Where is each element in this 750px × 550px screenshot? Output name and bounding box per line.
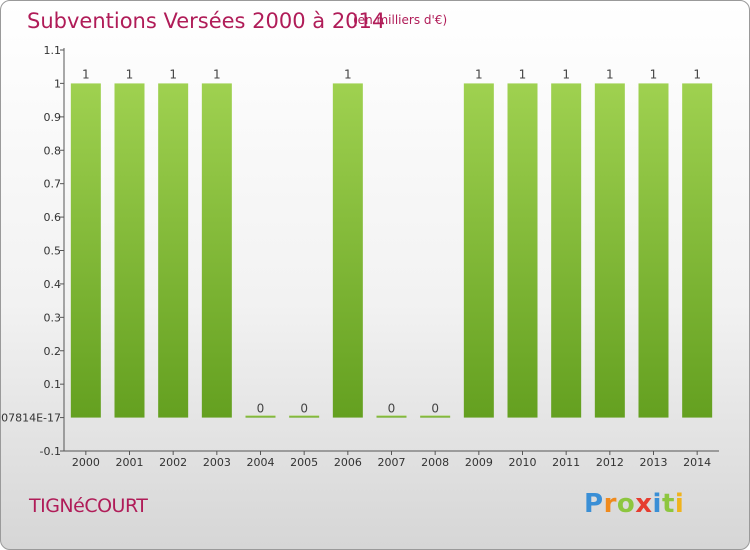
bar xyxy=(682,83,713,418)
bar xyxy=(463,83,494,418)
logo-letter: P xyxy=(584,489,604,519)
bar xyxy=(289,415,320,418)
x-tick-label: 2013 xyxy=(640,456,668,469)
data-label: 0 xyxy=(431,402,439,416)
bar xyxy=(70,83,101,418)
x-tick-label: 2002 xyxy=(159,456,187,469)
x-tick-label: 2012 xyxy=(596,456,624,469)
data-label: 1 xyxy=(475,67,483,81)
x-tick-label: 2007 xyxy=(378,456,406,469)
y-tick-label: 1 xyxy=(54,77,61,90)
data-label: 1 xyxy=(562,67,570,81)
y-tick-label: 0.1 xyxy=(44,378,62,391)
bar xyxy=(245,415,276,418)
data-label: 1 xyxy=(82,67,90,81)
data-label: 1 xyxy=(169,67,177,81)
y-tick-label: 1.3877787807814E-17 xyxy=(1,412,61,425)
bar xyxy=(332,83,363,418)
bar xyxy=(420,415,451,418)
data-label: 0 xyxy=(257,402,265,416)
y-tick-label: 0.6 xyxy=(44,211,62,224)
data-label: 1 xyxy=(519,67,527,81)
bar xyxy=(507,83,538,418)
x-tick-label: 2000 xyxy=(72,456,100,469)
data-label: 1 xyxy=(606,67,614,81)
logo-letter: i xyxy=(652,489,662,519)
y-tick-label: 0.5 xyxy=(44,245,62,258)
bar xyxy=(376,415,407,418)
bar xyxy=(201,83,232,418)
y-tick-label: 0.4 xyxy=(44,278,62,291)
data-label: 1 xyxy=(213,67,221,81)
data-label: 1 xyxy=(650,67,658,81)
x-tick-label: 2010 xyxy=(509,456,537,469)
axes: 1.1 1 0.9 0.8 0.7 0.6 0.5 0.4 0.3 0.2 0.1 1.3877787… xyxy=(1,44,719,469)
logo-letter: o xyxy=(616,489,636,519)
logo-letter: i xyxy=(674,489,685,519)
data-label: 1 xyxy=(344,67,352,81)
bar xyxy=(638,83,669,418)
y-tick-label: 1.1 xyxy=(44,44,62,57)
x-tick-label: 2009 xyxy=(465,456,493,469)
y-tick-label: -0.1 xyxy=(40,445,61,458)
x-tick-label: 2006 xyxy=(334,456,362,469)
commune-name: TIGNéCOURT xyxy=(29,495,148,517)
logo-letter: t xyxy=(661,489,675,519)
data-label: 0 xyxy=(388,402,396,416)
logo-letter: x xyxy=(635,489,653,519)
y-tick-label: 0.3 xyxy=(44,311,62,324)
labels: 1 1 1 1 0 0 1 0 0 1 1 1 1 1 1 xyxy=(82,67,701,415)
data-label: 1 xyxy=(126,67,134,81)
x-tick-label: 2011 xyxy=(552,456,580,469)
bar xyxy=(594,83,625,418)
x-tick-label: 2005 xyxy=(290,456,318,469)
y-tick-label: 0.9 xyxy=(44,111,62,124)
x-tick-label: 2008 xyxy=(421,456,449,469)
y-tick-label: 0.8 xyxy=(44,144,62,157)
proxiti-logo: Proxiti xyxy=(584,489,684,519)
x-tick-label: 2014 xyxy=(683,456,711,469)
bars xyxy=(70,83,713,418)
logo-letter: r xyxy=(603,489,617,519)
y-tick-label: 0.7 xyxy=(44,178,62,191)
x-tick-label: 2003 xyxy=(203,456,231,469)
chart-unit: (en milliers d'€) xyxy=(353,13,448,27)
y-tick-label: 0.2 xyxy=(44,345,62,358)
bar xyxy=(551,83,582,418)
x-tick-label: 2001 xyxy=(116,456,144,469)
chart-title: Subventions Versées 2000 à 2014 xyxy=(27,9,386,33)
x-tick-label: 2004 xyxy=(247,456,275,469)
data-label: 0 xyxy=(300,402,308,416)
bar xyxy=(158,83,189,418)
bar xyxy=(114,83,145,418)
data-label: 1 xyxy=(693,67,701,81)
